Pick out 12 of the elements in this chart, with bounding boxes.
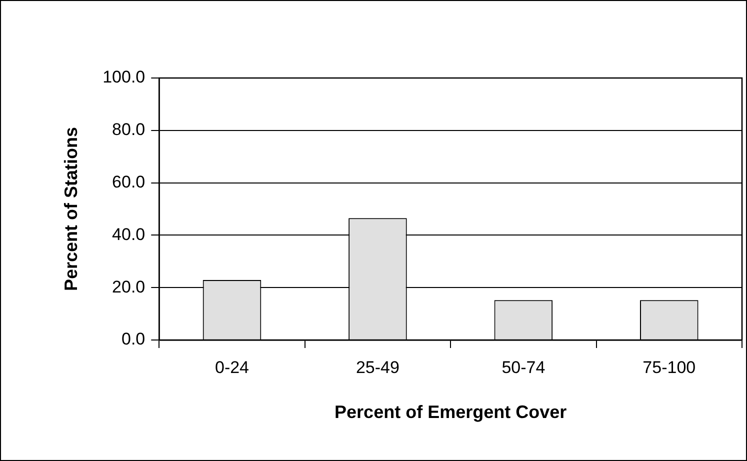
y-tick-label: 20.0 bbox=[112, 277, 146, 296]
x-axis-title: Percent of Emergent Cover bbox=[334, 402, 567, 422]
y-tick-label: 80.0 bbox=[112, 120, 146, 140]
x-tick-label: 50-74 bbox=[502, 358, 546, 377]
y-tick-label: 100.0 bbox=[102, 68, 146, 87]
x-tick-label: 75-100 bbox=[642, 358, 696, 377]
y-tick-label: 0.0 bbox=[122, 330, 146, 349]
y-tick-label: 60.0 bbox=[112, 172, 146, 192]
y-tick-label: 40.0 bbox=[112, 224, 146, 244]
x-tick-label: 25-49 bbox=[356, 358, 400, 377]
x-tick-label: 0-24 bbox=[214, 358, 250, 377]
y-axis-title: Percent of Stations bbox=[60, 126, 81, 292]
